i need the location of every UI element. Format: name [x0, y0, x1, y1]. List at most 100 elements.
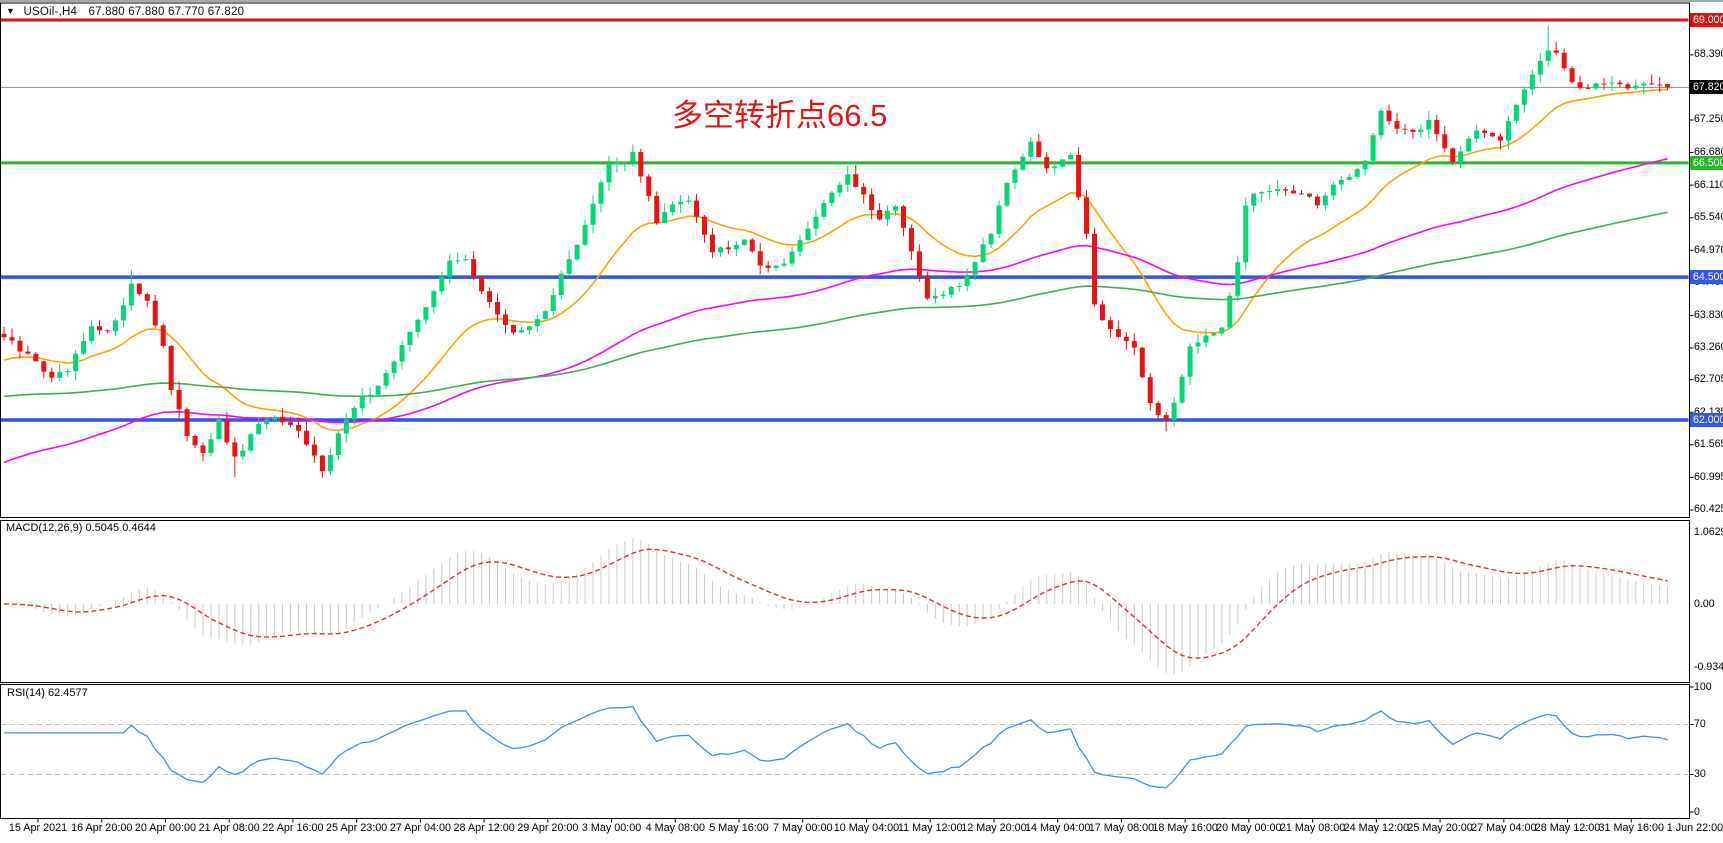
candle-body: [1259, 192, 1265, 194]
candle-body: [1211, 333, 1217, 336]
candle-body: [1346, 176, 1352, 180]
candle-body: [1012, 169, 1018, 183]
time-axis-label: 18 May 16:00: [1152, 822, 1218, 834]
candle-body: [184, 409, 190, 436]
macd-axis-label: -0.9347: [1694, 660, 1723, 673]
candle-body: [1561, 52, 1567, 69]
candle-body: [622, 161, 628, 163]
candle-body: [526, 326, 532, 331]
candle-body: [757, 251, 763, 266]
candle-body: [335, 433, 341, 456]
candle-body: [495, 302, 501, 315]
candle-body: [1147, 377, 1153, 404]
candle-body: [1490, 132, 1496, 137]
candle-body: [614, 162, 620, 165]
time-axis-label: 11 May 12:00: [897, 822, 963, 834]
candle-body: [893, 206, 899, 211]
candle-body: [1450, 148, 1456, 163]
price-badge: 67.820: [1690, 80, 1723, 95]
candle-body: [885, 210, 891, 220]
candle-body: [415, 319, 421, 332]
candle-body: [1052, 166, 1058, 169]
candle-body: [542, 311, 548, 320]
price-axis-label: 68.390: [1694, 48, 1723, 61]
candle-body: [1092, 233, 1098, 305]
candle-body: [956, 286, 962, 288]
candle-body: [73, 353, 79, 372]
candle-body: [1633, 85, 1639, 89]
candle-body: [518, 330, 524, 333]
candle-body: [1402, 128, 1408, 130]
candle-body: [1386, 110, 1392, 122]
candle-body: [391, 361, 397, 374]
candle-body: [1123, 336, 1129, 342]
candle-body: [1219, 327, 1225, 334]
candle-body: [192, 435, 198, 446]
macd-panel[interactable]: [3, 538, 1669, 675]
candle-body: [606, 164, 612, 183]
candle-body: [781, 263, 787, 266]
candle-body: [837, 184, 843, 193]
candle-body: [1394, 121, 1400, 129]
candle-body: [232, 442, 238, 457]
symbol-dropdown-icon[interactable]: ▼: [6, 6, 16, 16]
candle-body: [717, 247, 723, 253]
time-axis-label: 29 Apr 20:00: [517, 822, 579, 834]
candle-body: [694, 200, 700, 217]
candle-body: [630, 151, 636, 162]
candle-body: [144, 294, 150, 301]
price-chart-panel[interactable]: [1, 18, 1689, 478]
candle-body: [1378, 110, 1384, 136]
candle-body: [208, 439, 214, 454]
macd-signal-line: [3, 548, 1668, 659]
time-axis-label: 15 Apr 2021: [8, 822, 68, 834]
candle-body: [765, 265, 771, 268]
candle-body: [821, 202, 827, 217]
window-top-edge: [0, 0, 1723, 2]
candle-body: [1569, 68, 1575, 83]
time-axis-label: 21 Apr 08:00: [198, 822, 260, 834]
rsi-panel[interactable]: [1, 705, 1689, 789]
candle-body: [1458, 151, 1464, 163]
candle-body: [1298, 193, 1304, 195]
candle-body: [104, 330, 110, 332]
candle-body: [1553, 50, 1559, 53]
candle-body: [120, 305, 126, 321]
candle-body: [176, 389, 182, 410]
price-axis-label: 61.565: [1694, 438, 1723, 451]
time-axis-label: 4 May 08:00: [645, 822, 705, 834]
candle-body: [900, 206, 906, 228]
candle-body: [1115, 329, 1121, 337]
candle-body: [65, 371, 71, 373]
candle-body: [168, 345, 174, 390]
candle-body: [359, 396, 365, 408]
candle-body: [351, 407, 357, 420]
price-axis-label: 67.250: [1694, 113, 1723, 126]
candle-body: [725, 247, 731, 250]
rsi-axis-label: 30: [1694, 768, 1706, 780]
candle-body: [924, 276, 930, 299]
candle-body: [399, 345, 405, 362]
candle-body: [343, 419, 349, 434]
candle-body: [256, 424, 262, 435]
candle-body: [1179, 376, 1185, 403]
candle-body: [1107, 320, 1113, 330]
candle-body: [1585, 87, 1591, 89]
price-badge: 62.000: [1690, 412, 1723, 427]
candle-body: [1601, 83, 1607, 85]
candle-body: [598, 182, 604, 204]
time-axis-label: 17 May 08:00: [1088, 822, 1155, 834]
candle-body: [17, 340, 23, 352]
candle-body: [709, 234, 715, 253]
price-axis-label: 60.995: [1694, 470, 1723, 483]
candle-body: [1004, 182, 1010, 206]
time-axis-label: 3 May 00:00: [581, 822, 642, 834]
symbol-label: USOil-,H4: [23, 6, 78, 18]
candle-body: [813, 216, 819, 229]
candle-body: [948, 286, 954, 295]
candle-body: [1076, 154, 1082, 198]
candle-body: [319, 455, 325, 472]
candle-body: [1020, 156, 1026, 170]
